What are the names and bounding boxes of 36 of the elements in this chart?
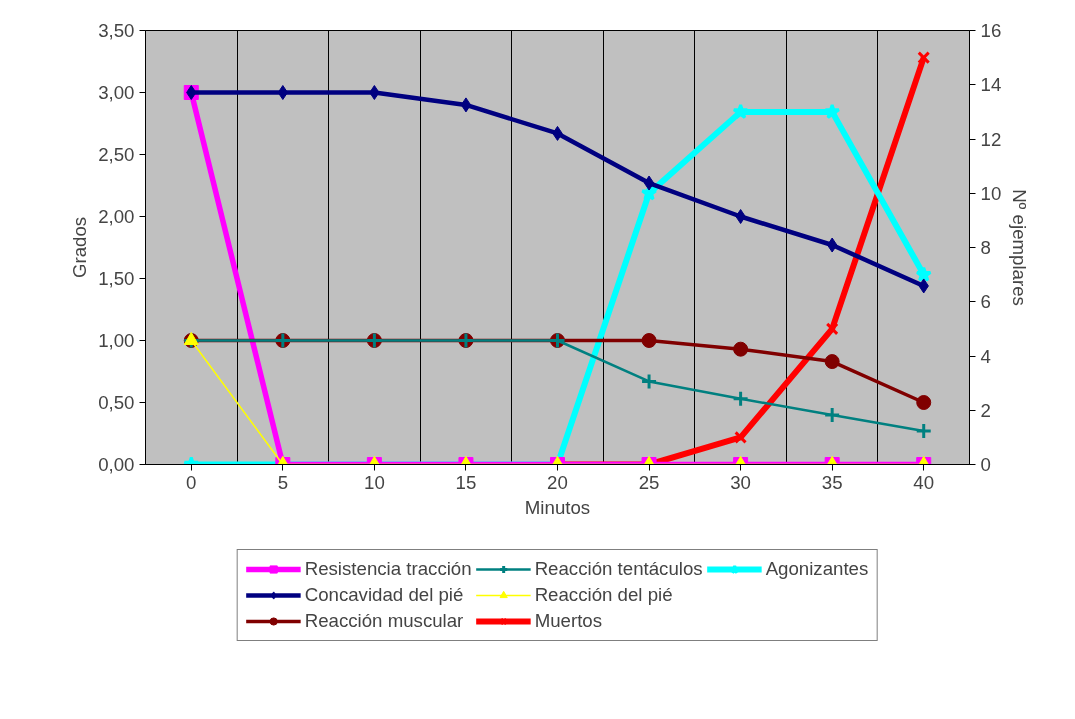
y2-tick-label: 14 xyxy=(980,74,1002,96)
legend-label: Reacción tentáculos xyxy=(534,558,703,580)
x-tick-label: 30 xyxy=(730,471,751,493)
y2-tick-label: 0 xyxy=(980,454,991,475)
legend-label: Reacción del pié xyxy=(534,584,673,606)
y2-tick-label: 8 xyxy=(980,237,991,258)
x-tick-label: 35 xyxy=(821,471,843,493)
x-tick-label: 20 xyxy=(547,471,568,493)
y2-tick-label: 16 xyxy=(980,20,1002,41)
y-axis-title: Grados xyxy=(69,216,91,279)
x-axis-title: Minutos xyxy=(524,496,591,518)
legend-label: Resistencia tracción xyxy=(304,558,472,580)
y2-tick-label: 12 xyxy=(980,128,1002,150)
y2-axis-title: Nº ejemplares xyxy=(1009,189,1031,306)
x-tick-label: 15 xyxy=(455,471,477,493)
y-tick-label: 2,00 xyxy=(98,206,135,227)
x-tick-label: 5 xyxy=(277,471,289,493)
y2-tick-label: 6 xyxy=(980,291,991,313)
y-tick-label: 0,00 xyxy=(98,454,135,475)
legend-label: Agonizantes xyxy=(765,558,869,580)
y-tick-label: 1,00 xyxy=(98,330,135,351)
y2-tick-label: 2 xyxy=(980,399,991,421)
y-tick-label: 3,50 xyxy=(98,20,135,41)
y-tick-label: 0,50 xyxy=(98,392,135,413)
y-tick-label: 3,00 xyxy=(98,82,135,103)
legend-label: Muertos xyxy=(534,610,603,632)
legend-label: Reacción muscular xyxy=(304,610,464,632)
x-tick-label: 0 xyxy=(186,471,197,493)
legend-label: Concavidad del pié xyxy=(304,584,464,606)
y2-tick-label: 4 xyxy=(980,345,991,367)
y2-tick-label: 10 xyxy=(980,182,1002,204)
x-tick-label: 10 xyxy=(364,471,385,493)
y-tick-label: 2,50 xyxy=(98,144,135,165)
x-tick-label: 25 xyxy=(638,471,660,493)
y-tick-label: 1,50 xyxy=(98,268,135,289)
x-tick-label: 40 xyxy=(913,471,935,493)
